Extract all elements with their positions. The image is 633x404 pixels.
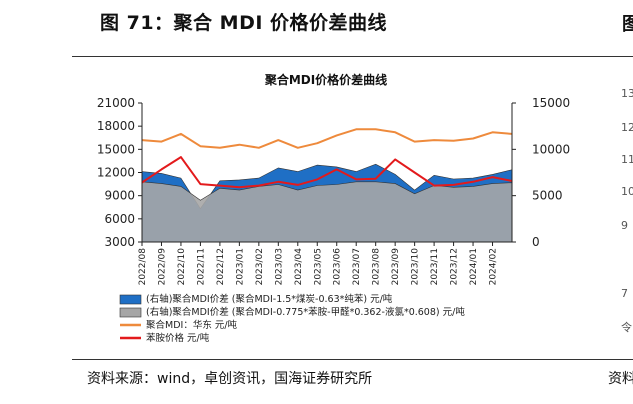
x-tick-label: 2022/09	[157, 248, 167, 286]
bottom-rule	[72, 359, 633, 360]
series-line-2	[141, 128, 513, 149]
plot-area	[141, 128, 513, 243]
x-tick-label: 2023/06	[333, 248, 343, 286]
adjacent-axis-fragment: 令	[621, 320, 632, 334]
x-tick-label: 2024/01	[469, 248, 479, 285]
adjacent-axis-fragment: 10	[621, 185, 633, 198]
y-right-tick-label: 15000	[532, 96, 570, 110]
x-tick-label: 2023/12	[450, 248, 460, 285]
y-right-tick-label: 10000	[532, 142, 570, 156]
y-right-tick-label: 0	[532, 235, 540, 249]
y-left-tick-label: 9000	[104, 189, 135, 203]
adjacent-figure-title-fragment: 图	[622, 14, 633, 35]
adjacent-axis-fragment: 9	[621, 219, 628, 232]
x-tick-label: 2024/02	[489, 248, 499, 285]
y-left-tick-label: 21000	[97, 96, 135, 110]
y-left-tick-label: 6000	[104, 212, 135, 226]
x-tick-label: 2023/09	[391, 248, 401, 286]
source-note: 资料来源：wind，卓创资讯，国海证券研究所	[87, 371, 373, 387]
x-tick-label: 2023/02	[255, 248, 265, 285]
legend-swatch-0	[119, 294, 142, 305]
x-tick-label: 2023/10	[411, 248, 421, 286]
legend: (右轴)聚合MDI价差 (聚合MDI-1.5*煤炭-0.63*纯苯) 元/吨(右…	[119, 293, 465, 344]
x-tick-label: 2023/07	[352, 248, 362, 285]
axes: 3000 6000 9000 12000 15000 18000 21000 0 5000 100…	[97, 96, 570, 285]
x-tick-label: 2023/11	[430, 248, 440, 285]
legend-entry-1: (右轴)聚合MDI价差 (聚合MDI-0.775*苯胺-甲醛*0.362-液氯*…	[146, 306, 465, 318]
y-right-tick-label: 5000	[532, 189, 563, 203]
adjacent-axis-fragment: 13	[621, 87, 633, 100]
top-rule	[72, 56, 633, 57]
y-left-tick-label: 12000	[97, 166, 135, 180]
x-tick-label: 2023/03	[274, 248, 284, 285]
x-tick-label: 2022/10	[177, 248, 187, 286]
series-line-3	[141, 156, 513, 189]
adjacent-source-fragment: 资料	[608, 371, 633, 387]
adjacent-axis-fragment: 12	[621, 121, 633, 134]
series-area-1	[141, 181, 513, 243]
x-tick-label: 2023/05	[313, 248, 323, 285]
legend-entry-0: (右轴)聚合MDI价差 (聚合MDI-1.5*煤炭-0.63*纯苯) 元/吨	[146, 293, 393, 305]
adjacent-axis-fragment: 7	[621, 287, 628, 300]
y-left-tick-label: 15000	[97, 142, 135, 156]
x-tick-label: 2023/04	[294, 248, 304, 286]
x-tick-label: 2022/12	[216, 248, 226, 285]
x-tick-label: 2023/08	[372, 248, 382, 286]
legend-swatch-1	[119, 307, 142, 318]
y-left-tick-label: 18000	[97, 119, 135, 133]
adjacent-chart-fragment: 13 12 11 10 9 7 令	[621, 87, 633, 334]
chart-title: 聚合MDI价格价差曲线	[264, 72, 387, 87]
y-left-tick-label: 3000	[104, 235, 135, 249]
mdi-price-spread-chart: 聚合MDI价格价差曲线 3000 6000 9000 12000 15000 18000 2…	[97, 72, 633, 344]
x-tick-label: 2022/08	[138, 248, 148, 286]
legend-entry-2: 聚合MDI：华东 元/吨	[146, 319, 238, 331]
legend-entry-3: 苯胺价格 元/吨	[146, 332, 210, 344]
x-tick-label: 2023/01	[235, 248, 245, 285]
figure-title: 图 71：聚合 MDI 价格价差曲线	[100, 12, 388, 34]
adjacent-axis-fragment: 11	[621, 153, 633, 166]
x-tick-label: 2022/11	[196, 248, 206, 285]
